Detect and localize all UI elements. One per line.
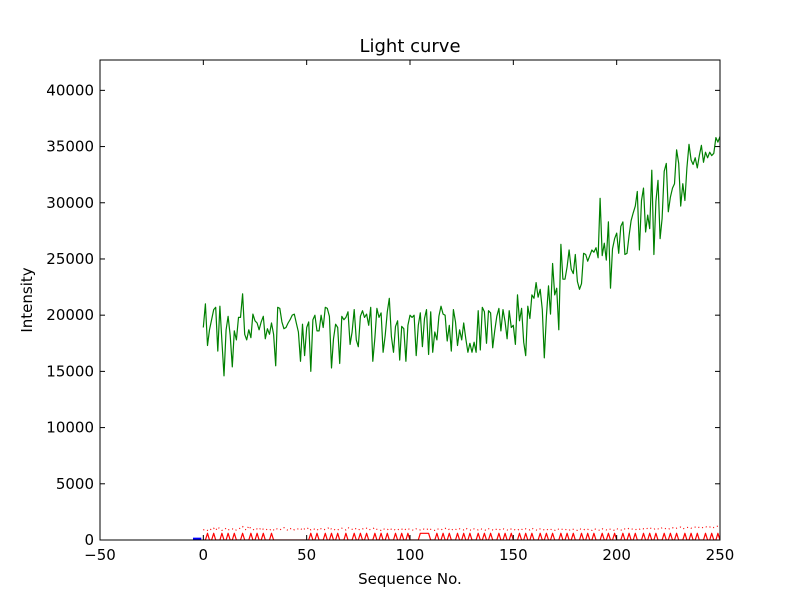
chart-title: Light curve — [359, 36, 460, 57]
y-tick-label: 0 — [84, 531, 94, 549]
x-tick-label: −50 — [84, 546, 116, 564]
plot-area: −50 0 50 100 150 200 2500500010000150002000025… — [46, 59, 735, 564]
y-tick-label: 20000 — [46, 306, 94, 324]
y-axis-title: Intensity — [18, 267, 36, 332]
x-tick-label: 150 — [499, 546, 528, 564]
y-tick-label: 35000 — [46, 138, 94, 156]
series-line-1 — [202, 135, 720, 377]
x-tick-label: 100 — [396, 546, 425, 564]
y-tick-label: 15000 — [46, 362, 94, 380]
x-tick-label: 0 — [199, 546, 209, 564]
y-tick-label: 5000 — [56, 475, 94, 493]
y-tick-label: 30000 — [46, 194, 94, 212]
y-tick-label: 25000 — [46, 250, 94, 268]
series-line-2 — [203, 525, 720, 532]
x-tick-label: 250 — [706, 546, 735, 564]
series-group — [193, 135, 720, 540]
x-axis-title: Sequence No. — [358, 570, 462, 588]
x-tick-label: 50 — [297, 546, 316, 564]
y-tick-label: 10000 — [46, 419, 94, 437]
y-tick-label: 40000 — [46, 81, 94, 99]
x-tick-label: 200 — [602, 546, 631, 564]
